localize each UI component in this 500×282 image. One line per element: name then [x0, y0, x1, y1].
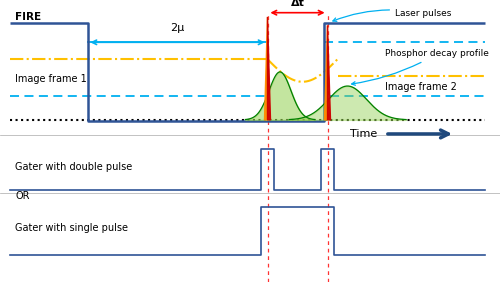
Text: 2μ: 2μ	[170, 23, 184, 33]
Text: FIRE: FIRE	[15, 12, 41, 22]
Polygon shape	[324, 25, 328, 120]
Text: Laser pulses: Laser pulses	[333, 8, 452, 21]
Text: Phosphor decay profile: Phosphor decay profile	[352, 49, 489, 85]
Polygon shape	[268, 17, 270, 120]
Text: Gater with double pulse: Gater with double pulse	[15, 162, 132, 172]
Text: Δt: Δt	[290, 0, 304, 8]
Text: Time: Time	[350, 129, 378, 139]
Text: OR: OR	[15, 191, 30, 201]
Text: Image frame 1: Image frame 1	[15, 74, 87, 84]
Polygon shape	[264, 17, 268, 120]
Polygon shape	[328, 25, 330, 120]
Text: Image frame 2: Image frame 2	[385, 82, 457, 92]
Text: Gater with single pulse: Gater with single pulse	[15, 223, 128, 233]
